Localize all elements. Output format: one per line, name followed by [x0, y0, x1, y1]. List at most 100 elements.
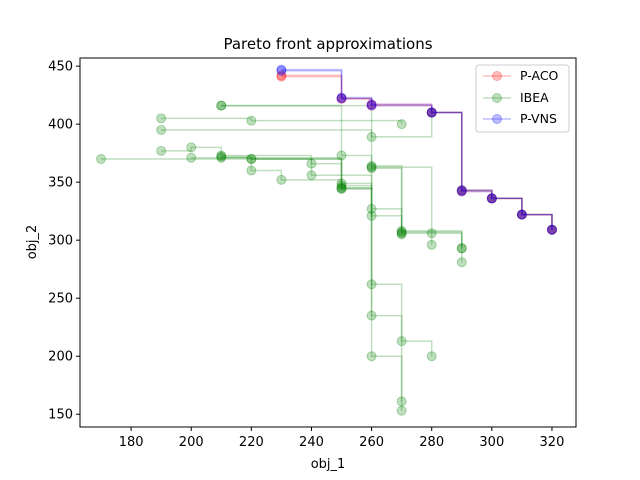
y-axis-title: obj_2	[25, 225, 40, 260]
y-tick-label-150: 150	[48, 408, 73, 423]
p-aco-front-0-point-5	[486, 193, 497, 204]
ibea-front-6-point-2	[276, 174, 287, 185]
y-tick-label-300: 300	[48, 234, 73, 249]
ibea-front-9-point-2	[366, 162, 377, 173]
p-aco-front-0-line	[281, 74, 553, 230]
ibea-front-8-line	[251, 158, 403, 411]
ibea-front-4-point-5	[396, 229, 407, 240]
ibea-front-5-point-2	[336, 182, 347, 193]
ibea-front-6-point-5	[396, 336, 407, 347]
p-aco-front-1-point-6	[516, 209, 527, 220]
legend: P-ACO IBEA P-VNS	[475, 64, 570, 133]
ibea-front-4-point-4	[366, 203, 377, 214]
ibea-front-3-point-2	[396, 228, 407, 239]
ibea-front-1-point-5	[516, 209, 527, 220]
ibea-front-5-point-1	[306, 158, 317, 169]
legend-label-p-aco: P-ACO	[520, 68, 559, 83]
ibea-front-5-point-0	[96, 153, 107, 164]
ibea-front-4-point-0	[156, 145, 167, 156]
ibea-front-5-point-3	[366, 210, 377, 221]
p-aco-front-0-point-2	[366, 100, 377, 111]
p-aco-front-1-point-7	[546, 224, 557, 235]
ibea-front-8-point-0	[246, 153, 257, 164]
p-aco-front-1-point-5	[486, 193, 497, 204]
ibea-front-9-point-4	[456, 257, 467, 268]
ibea-front-7-point-0	[216, 151, 227, 162]
p-aco-front-1-point-3	[426, 107, 437, 118]
x-tick-label-300: 300	[479, 435, 504, 450]
p-aco-front-0-point-3	[426, 107, 437, 118]
p-aco-front-0-point-4	[456, 185, 467, 196]
x-tick-label-200: 200	[179, 435, 204, 450]
p-aco-front-1-point-4	[456, 186, 467, 197]
p-aco-front-0-point-0	[276, 70, 287, 81]
ibea-front-2-point-1	[246, 115, 257, 126]
ibea-front-1-line	[221, 104, 553, 230]
p-aco-front-1-point-2	[366, 99, 377, 110]
ibea-front-1-point-3	[456, 185, 467, 196]
y-tick-label-450: 450	[48, 60, 73, 75]
p-vns-front-1-point-0	[276, 65, 287, 76]
y-tick-label-250: 250	[48, 292, 73, 307]
p-vns-front-1-point-5	[486, 193, 497, 204]
x-tick-label-180: 180	[119, 435, 144, 450]
ibea-front-1-point-1	[366, 131, 377, 142]
ibea-front-1-point-4	[486, 193, 497, 204]
ibea-front-3-point-1	[366, 163, 377, 174]
ibea-front-1-point-6	[546, 224, 557, 235]
x-tick-label-220: 220	[239, 435, 264, 450]
x-axis-title: obj_1	[311, 457, 346, 472]
ibea-front-6-point-3	[336, 182, 347, 193]
ibea-front-7-point-2	[336, 180, 347, 191]
p-aco-front-0-point-6	[516, 209, 527, 220]
plot-area	[96, 64, 557, 416]
ibea-front-8-point-2	[366, 351, 377, 362]
ibea-front-0-point-4	[456, 243, 467, 254]
legend-marker-ibea	[492, 93, 502, 103]
ibea-front-6-point-0	[186, 152, 197, 163]
ibea-front-9-line	[221, 157, 463, 263]
p-vns-front-0-point-4	[456, 186, 467, 197]
p-vns-front-1-point-4	[456, 185, 467, 196]
ibea-front-9-point-3	[426, 228, 437, 239]
ibea-front-0-point-0	[216, 100, 227, 111]
ibea-front-6-point-6	[426, 351, 437, 362]
y-tick-label-350: 350	[48, 176, 73, 191]
ibea-front-7-point-1	[246, 153, 257, 164]
legend-box	[475, 64, 570, 133]
p-vns-front-1-point-3	[426, 107, 437, 118]
p-vns-front-1-point-7	[546, 224, 557, 235]
ibea-front-7-line	[221, 155, 403, 402]
p-vns-front-1-point-1	[336, 92, 347, 103]
legend-marker-p-vns	[492, 114, 502, 124]
p-aco-front-1-point-1	[336, 93, 347, 104]
p-vns-front-0-point-5	[486, 193, 497, 204]
ibea-front-6-point-1	[246, 165, 257, 176]
axis-ticks: 180 200 220 240 260 280 300 320 150 200 250 300 350 4…	[48, 60, 564, 450]
ibea-front-6-point-4	[366, 279, 377, 290]
legend-marker-p-aco	[492, 71, 502, 81]
x-tick-label-240: 240	[299, 435, 324, 450]
y-tick-label-200: 200	[48, 350, 73, 365]
ibea-front-3-line	[161, 129, 433, 245]
y-tick-label-400: 400	[48, 118, 73, 133]
p-vns-front-1-line	[281, 70, 553, 230]
ibea-front-5-point-4	[396, 227, 407, 238]
chart-title: Pareto front approximations	[223, 35, 432, 53]
p-vns-front-0-point-2	[366, 100, 377, 111]
legend-label-ibea: IBEA	[520, 90, 549, 105]
ibea-front-9-point-0	[216, 152, 227, 163]
ibea-front-4-point-1	[186, 142, 197, 153]
ibea-front-8-point-1	[336, 178, 347, 189]
p-aco-front-0-point-7	[546, 224, 557, 235]
ibea-front-0-point-2	[366, 160, 377, 171]
x-tick-label-280: 280	[419, 435, 444, 450]
ibea-front-1-point-2	[426, 107, 437, 118]
ibea-front-0-line	[221, 104, 463, 249]
p-aco-front-1-line	[281, 75, 553, 230]
p-vns-front-1-point-2	[366, 99, 377, 110]
x-tick-label-320: 320	[540, 435, 565, 450]
ibea-front-9-point-1	[336, 184, 347, 195]
p-vns-front-0-line	[281, 68, 553, 230]
